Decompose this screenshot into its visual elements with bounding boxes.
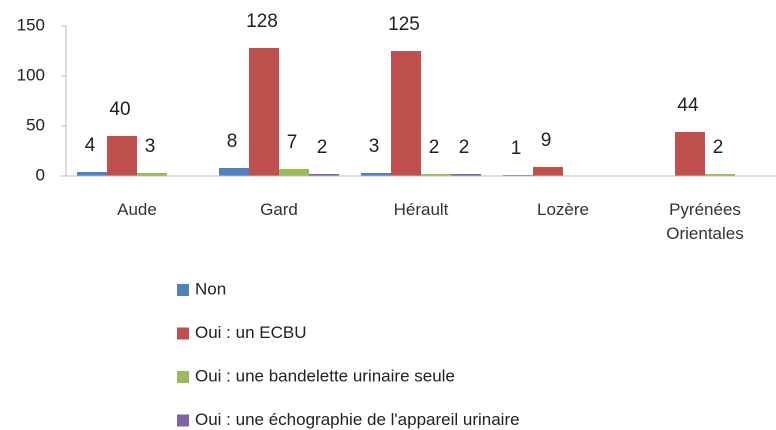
x-tick-label: Gard (260, 200, 298, 219)
data-label: 2 (429, 137, 440, 158)
x-tick-label: Hérault (393, 200, 449, 219)
legend-label: Non (195, 279, 226, 298)
bar (309, 174, 339, 176)
data-label: 7 (287, 132, 298, 153)
data-label: 40 (109, 99, 130, 120)
bar (451, 174, 481, 176)
data-label: 9 (541, 130, 552, 151)
legend-label: Oui : une échographie de l'appareil urin… (195, 410, 520, 429)
y-tick-label: 150 (17, 15, 45, 34)
data-label: 128 (246, 11, 278, 32)
y-tick-label: 50 (26, 115, 45, 134)
bar (421, 174, 451, 176)
x-tick-label: Pyrénées Orientales (666, 200, 744, 243)
bar (361, 173, 391, 176)
y-tick-label: 100 (17, 65, 45, 84)
legend-label: Oui : une bandelette urinaire seule (195, 366, 455, 385)
data-label: 3 (145, 136, 156, 157)
data-label: 2 (459, 137, 470, 158)
y-tick-label: 0 (36, 165, 45, 184)
data-label: 3 (369, 136, 380, 157)
bar (279, 169, 309, 176)
data-label: 125 (388, 14, 420, 35)
data-label: 2 (317, 137, 328, 158)
data-label: 2 (713, 137, 724, 158)
legend-label: Oui : un ECBU (195, 323, 307, 342)
data-label: 1 (511, 138, 522, 159)
bar (77, 172, 107, 176)
bar (107, 136, 137, 176)
legend-swatch (177, 371, 189, 383)
legend-swatch (177, 414, 189, 427)
legend-swatch (177, 284, 189, 296)
bar (137, 173, 167, 176)
x-tick-label: Aude (117, 200, 157, 219)
bar (391, 51, 421, 176)
x-tick-label: Lozère (537, 200, 589, 219)
legend-swatch (177, 327, 189, 340)
data-label: 44 (677, 95, 699, 116)
bar (249, 48, 279, 176)
bar (675, 132, 705, 176)
bar (219, 168, 249, 176)
bar (705, 174, 735, 176)
data-label: 8 (227, 131, 238, 152)
data-label: 4 (85, 135, 96, 156)
bar (533, 167, 563, 176)
